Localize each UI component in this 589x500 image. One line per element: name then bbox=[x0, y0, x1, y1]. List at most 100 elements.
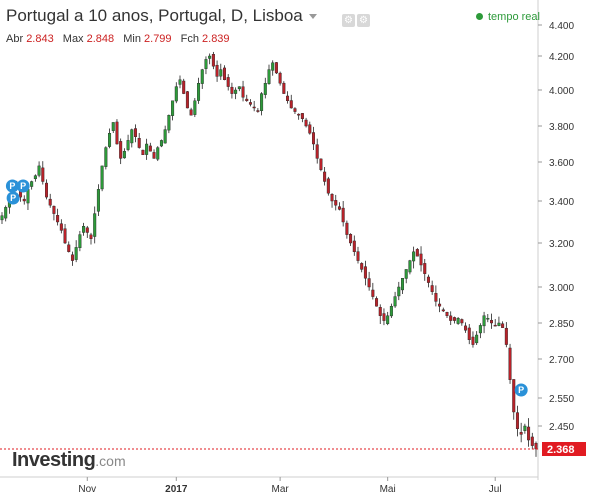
candle-body bbox=[356, 251, 360, 261]
candle-body bbox=[115, 121, 119, 145]
position-badge[interactable]: P bbox=[16, 179, 30, 193]
caret-down-icon[interactable] bbox=[308, 14, 317, 20]
candle-body bbox=[334, 200, 338, 206]
candle-body bbox=[475, 334, 479, 344]
candle-body bbox=[397, 286, 401, 297]
candle-body bbox=[78, 234, 82, 249]
candle-body bbox=[85, 227, 89, 233]
candle-body bbox=[360, 263, 364, 270]
low-label: Min bbox=[123, 33, 141, 45]
instrument-title[interactable]: Portugal a 10 anos, Portugal, D, Lisboa bbox=[6, 6, 303, 25]
badge-circle[interactable] bbox=[16, 179, 30, 193]
candle-body bbox=[375, 298, 379, 307]
candle-body bbox=[323, 171, 327, 182]
candle-body bbox=[70, 254, 74, 261]
y-tick-label: 2.850 bbox=[549, 319, 574, 330]
position-badge[interactable]: P bbox=[5, 179, 19, 193]
candle-body bbox=[178, 79, 182, 85]
candle-body bbox=[37, 165, 41, 176]
close-label: Fch bbox=[180, 33, 199, 45]
candle-body bbox=[271, 62, 275, 71]
candle-body bbox=[48, 198, 52, 206]
candle-body bbox=[345, 222, 349, 235]
candle-body bbox=[122, 150, 126, 159]
candle-body bbox=[289, 100, 293, 109]
candle-body bbox=[412, 251, 416, 262]
candle-body bbox=[133, 128, 137, 137]
candle-body bbox=[152, 152, 156, 159]
candle-body bbox=[222, 67, 226, 81]
candle-body bbox=[237, 86, 241, 90]
close-value: 2.839 bbox=[202, 33, 230, 45]
x-tick-label: Jul bbox=[489, 484, 502, 495]
badge-circle[interactable] bbox=[5, 179, 19, 193]
candle-body bbox=[467, 327, 471, 341]
y-tick-label: 2.450 bbox=[549, 422, 574, 433]
candle-body bbox=[445, 312, 449, 317]
candle-body bbox=[141, 149, 145, 156]
x-tick-label: 2017 bbox=[165, 484, 188, 495]
candle-body bbox=[189, 109, 193, 116]
candle-body bbox=[371, 289, 375, 297]
settings-icon[interactable]: ⚙ bbox=[342, 14, 355, 27]
candle-body bbox=[126, 140, 130, 150]
candle-body bbox=[519, 432, 523, 435]
candle-body bbox=[501, 323, 505, 328]
chart-title[interactable]: Portugal a 10 anos, Portugal, D, Lisboa bbox=[6, 6, 317, 26]
candle-body bbox=[267, 69, 271, 84]
candle-body bbox=[63, 228, 67, 244]
last-price-value: 2.368 bbox=[547, 444, 575, 456]
candle-body bbox=[193, 100, 197, 115]
y-tick-label: 3.800 bbox=[549, 122, 574, 133]
candle-body bbox=[41, 167, 45, 182]
candle-body bbox=[312, 132, 316, 145]
candle-body bbox=[408, 260, 412, 273]
candle-body bbox=[430, 285, 434, 293]
high-value: 2.848 bbox=[86, 33, 115, 45]
candle-body bbox=[104, 147, 108, 167]
candle-body bbox=[241, 86, 245, 98]
y-tick-label: 2.550 bbox=[549, 394, 574, 405]
y-tick-label: 4.400 bbox=[549, 21, 574, 32]
badge-circle[interactable] bbox=[6, 191, 20, 205]
ohlc-bar: Abr 2.843 Max 2.848 Min 2.799 Fch 2.839 bbox=[6, 33, 236, 45]
candle-body bbox=[89, 234, 93, 240]
candle-body bbox=[441, 309, 445, 312]
high-label: Max bbox=[62, 33, 84, 45]
candle-body bbox=[119, 141, 123, 159]
candle-body bbox=[456, 318, 460, 324]
candle-body bbox=[337, 206, 341, 210]
annotation-badges: P PPP bbox=[5, 179, 528, 397]
candle-body bbox=[234, 89, 238, 94]
candle-body bbox=[148, 145, 152, 152]
candle-body bbox=[130, 129, 134, 144]
candle-body bbox=[111, 122, 115, 131]
candle-body bbox=[67, 244, 71, 252]
candle-body bbox=[504, 327, 508, 345]
candle-body bbox=[438, 303, 442, 307]
y-tick-label: 3.000 bbox=[549, 283, 574, 294]
position-badge[interactable]: P bbox=[6, 191, 20, 205]
candle-body bbox=[319, 158, 323, 170]
badge-label: P bbox=[20, 181, 26, 191]
gear-icon[interactable]: ⚙ bbox=[357, 14, 370, 27]
y-tick-label: 3.600 bbox=[549, 158, 574, 169]
candle-body bbox=[211, 54, 215, 67]
x-tick-label: Mar bbox=[272, 484, 290, 495]
candle-body bbox=[315, 144, 319, 159]
position-badge[interactable]: P bbox=[514, 383, 528, 397]
brand-name: Investing bbox=[12, 449, 96, 471]
candle-body bbox=[393, 296, 397, 307]
badge-circle[interactable] bbox=[514, 383, 528, 397]
candle-body bbox=[341, 207, 345, 223]
y-tick-label: 3.400 bbox=[549, 197, 574, 208]
candle-body bbox=[286, 95, 290, 102]
candle-body bbox=[45, 182, 49, 198]
investing-logo: Investing.com bbox=[12, 449, 126, 472]
candle-body bbox=[464, 325, 468, 331]
candle-body bbox=[74, 247, 78, 260]
candle-body bbox=[93, 213, 97, 237]
candle-body bbox=[512, 379, 516, 413]
